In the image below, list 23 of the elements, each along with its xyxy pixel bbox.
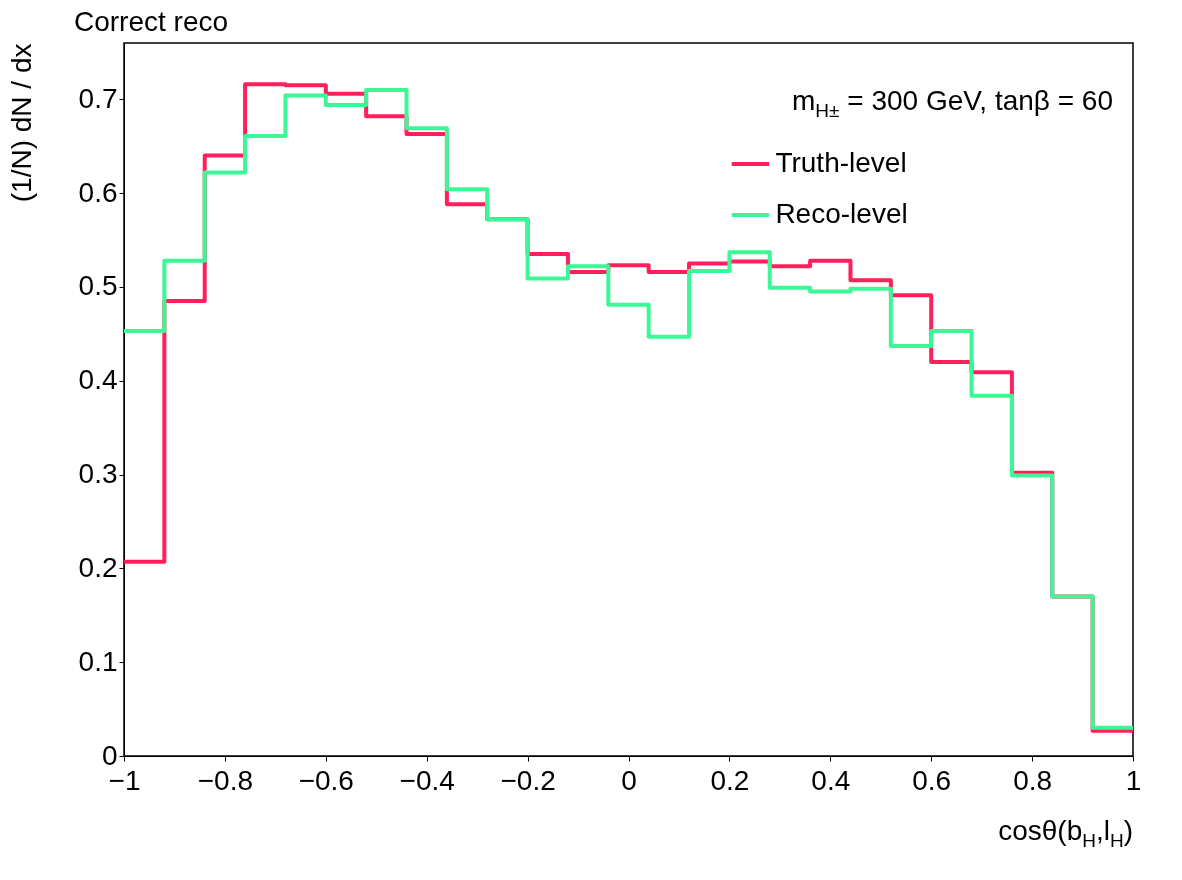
x-tick-label: 0.2 — [710, 764, 750, 796]
legend-label: Reco-level — [775, 198, 908, 229]
x-tick-label: 0.4 — [811, 764, 851, 796]
legend-label: Truth-level — [775, 147, 907, 178]
x-tick-label: −0.6 — [298, 764, 354, 796]
x-tick-label: 0.8 — [1013, 764, 1053, 796]
y-tick-label: 0.5 — [78, 270, 118, 302]
y-axis-title: (1/N) dN / dx — [5, 43, 37, 203]
y-tick-label: 0.2 — [78, 551, 118, 583]
chart-title: Correct reco — [74, 6, 229, 37]
x-tick-label: 1 — [1125, 764, 1142, 796]
x-tick-label: −0.2 — [500, 764, 556, 796]
y-tick-label: 0.4 — [78, 364, 118, 396]
x-axis-title: cosθ(b$_{H}$,l$_{H}$) — [998, 815, 1133, 852]
y-tick-label: 0.6 — [78, 176, 118, 208]
y-tick-label: 0.3 — [78, 458, 118, 490]
annotation: m$_{H±}$ = 300 GeV, tanβ = 60 — [792, 85, 1113, 122]
x-tick-label: 0 — [621, 764, 637, 796]
x-tick-label: 0.6 — [912, 764, 952, 796]
y-tick-label: 0.1 — [78, 645, 118, 677]
y-tick-label: 0.7 — [78, 82, 118, 114]
x-tick-label: −0.4 — [399, 764, 455, 796]
x-tick-label: −0.8 — [197, 764, 254, 796]
